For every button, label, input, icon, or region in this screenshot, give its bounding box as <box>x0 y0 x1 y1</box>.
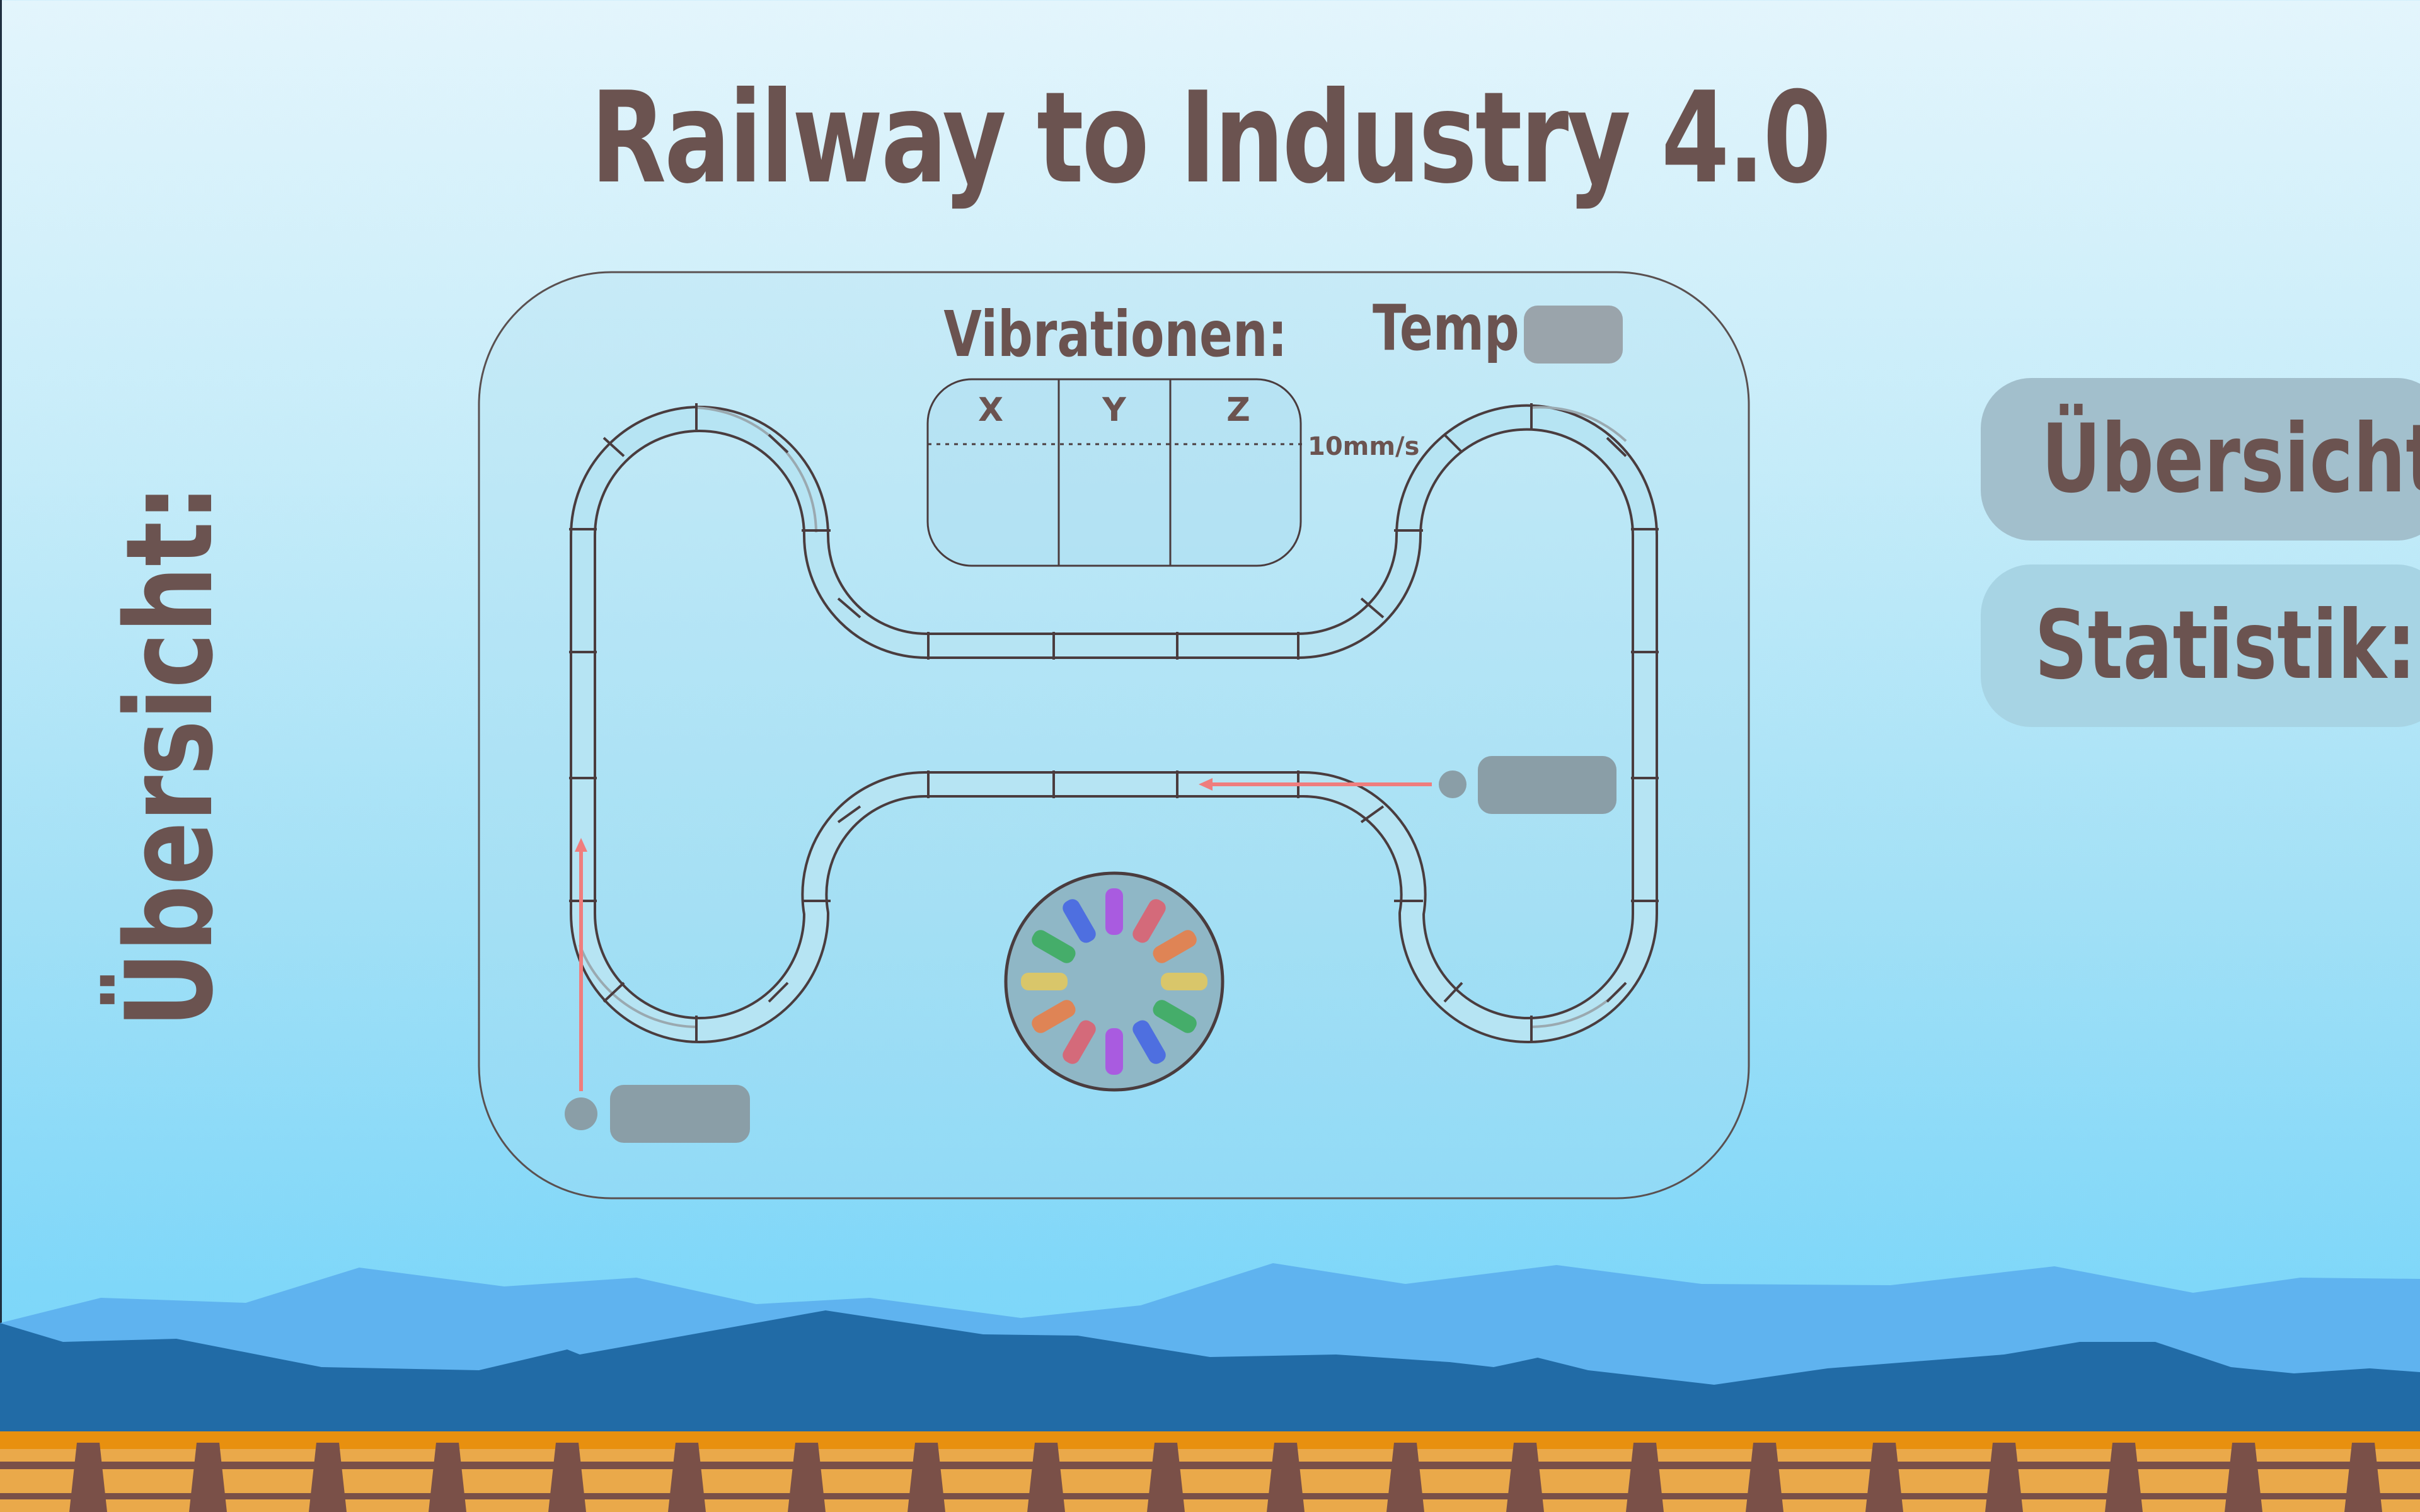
rail-sleeper <box>1626 1443 1664 1512</box>
axis-y-header: Y <box>1102 391 1127 429</box>
turntable-icon <box>1004 871 1224 1092</box>
rail-sleeper <box>2105 1443 2143 1512</box>
rail-sleeper <box>189 1443 227 1512</box>
mountain-background <box>0 1263 2420 1436</box>
rail-sleeper <box>309 1443 347 1512</box>
window-left-edge <box>0 0 2 1512</box>
statistics-button[interactable]: Statistik: <box>1981 564 2420 727</box>
temp-label: Temp: <box>1373 292 1539 365</box>
overview-button[interactable]: Übersicht: <box>1981 378 2420 541</box>
train-marker-right <box>1199 756 1616 814</box>
statistics-button-label: Statistik: <box>2034 591 2416 701</box>
railway-ground <box>0 1431 2420 1512</box>
rail-sleeper <box>1267 1443 1305 1512</box>
rail-sleeper <box>908 1443 945 1512</box>
train-position-marker-icon <box>565 1097 597 1130</box>
rail-sleeper <box>2344 1443 2382 1512</box>
vibrations-label: Vibrationen: <box>943 299 1287 372</box>
rail-sleeper <box>788 1443 826 1512</box>
rail-sleeper <box>1147 1443 1185 1512</box>
vibration-table: X Y Z 10mm/s <box>926 378 1419 567</box>
rail-sleeper <box>1746 1443 1783 1512</box>
train-info-box-left <box>610 1085 750 1143</box>
rail-sleeper <box>2225 1443 2262 1512</box>
railway-track <box>569 403 1659 1043</box>
axis-z-header: Z <box>1226 391 1250 429</box>
page-title: Railway to Industry 4.0 <box>591 65 1831 212</box>
rail-sleeper <box>69 1443 107 1512</box>
overview-button-label: Übersicht: <box>2041 404 2420 514</box>
rail-sleeper <box>429 1443 466 1512</box>
vibration-threshold-label: 10mm/s <box>1308 432 1419 461</box>
vibration-table-frame <box>926 378 1302 567</box>
rail-sleeper <box>1985 1443 2023 1512</box>
rail-sleeper <box>548 1443 586 1512</box>
axis-x-header: X <box>978 391 1003 429</box>
rail-sleeper <box>668 1443 706 1512</box>
rail-sleeper <box>1386 1443 1424 1512</box>
rail-sleeper <box>1027 1443 1065 1512</box>
temp-value-box <box>1524 306 1623 364</box>
train-info-box-right <box>1478 756 1616 814</box>
train-marker-left <box>565 838 750 1143</box>
rail-sleeper <box>1506 1443 1544 1512</box>
train-position-marker-icon <box>1439 770 1466 798</box>
rail-sleeper <box>1865 1443 1903 1512</box>
